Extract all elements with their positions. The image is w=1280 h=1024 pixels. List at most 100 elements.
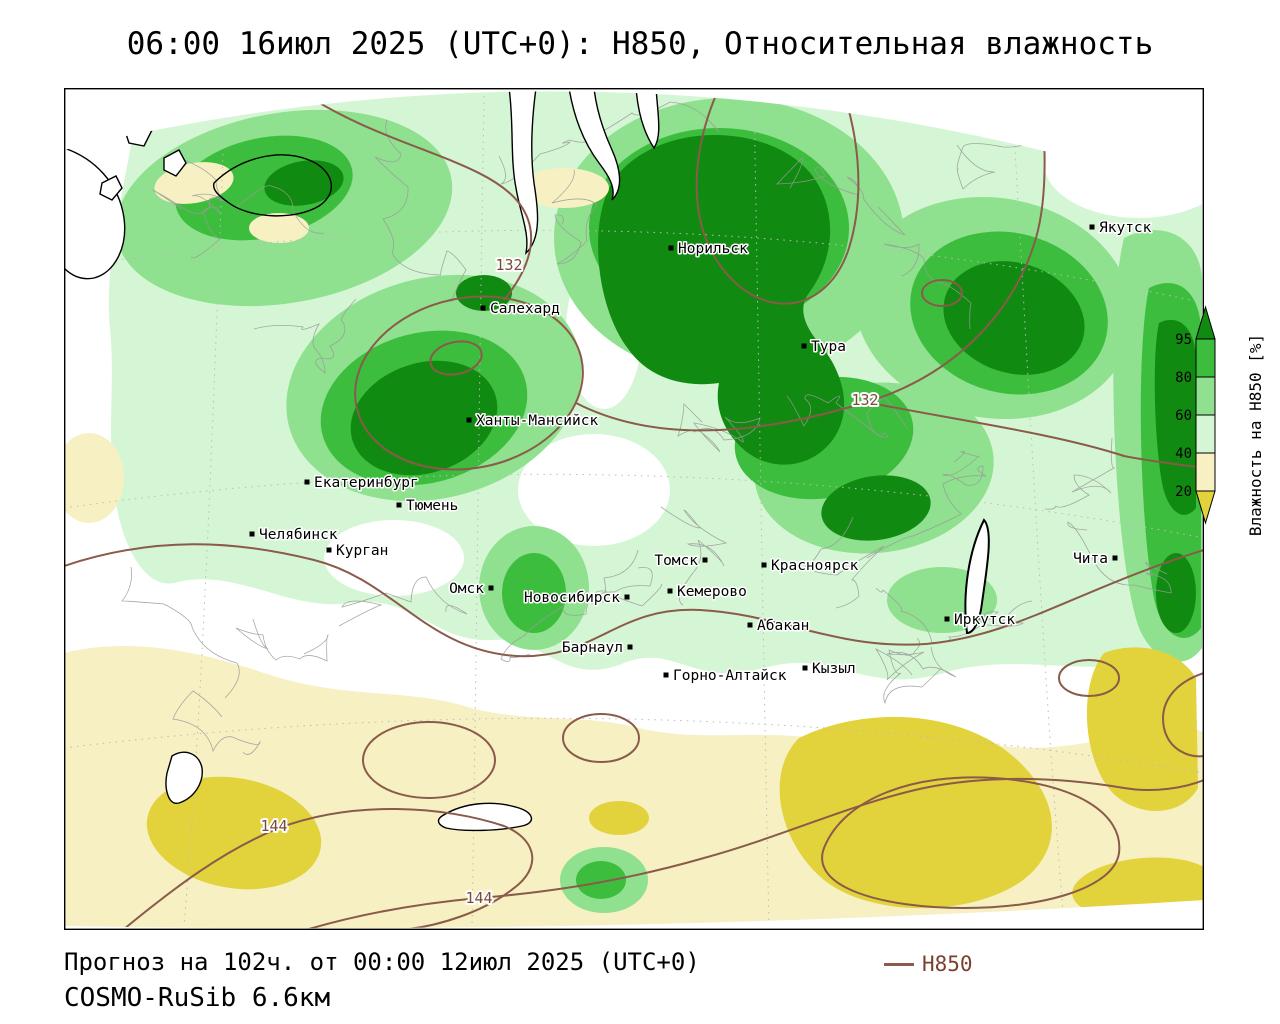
colorbar-segment bbox=[1195, 452, 1216, 492]
region-border bbox=[500, 583, 662, 662]
city-label: Новосибирск bbox=[524, 590, 620, 606]
city-label: Челябинск bbox=[259, 527, 338, 543]
colorbar-cap-bottom bbox=[1195, 490, 1216, 525]
city-dot bbox=[488, 585, 494, 591]
colorbar-segment bbox=[1195, 414, 1216, 454]
region-border bbox=[121, 566, 240, 699]
city-marker: Салехард bbox=[480, 300, 561, 319]
island-3 bbox=[99, 175, 123, 201]
city-marker: Якутск bbox=[1089, 219, 1153, 238]
legend-label: H850 bbox=[922, 952, 973, 976]
city-layer: Норильск Якутск Салехард Тура Ханты-Мансийск… bbox=[249, 219, 1153, 686]
lake-baikal bbox=[964, 518, 990, 635]
graticule bbox=[64, 92, 1204, 929]
city-label: Кемерово bbox=[677, 584, 747, 600]
contour-value-label: 132 bbox=[495, 256, 522, 274]
colorbar-tick: 40 bbox=[1175, 446, 1192, 462]
city-label: Салехард bbox=[490, 301, 560, 317]
region-border bbox=[786, 394, 908, 438]
city-marker: Норильск bbox=[668, 240, 750, 259]
city-dot bbox=[944, 616, 950, 622]
yenisei-bay bbox=[635, 91, 660, 150]
contour-value-label: 144 bbox=[465, 889, 492, 907]
city-dot bbox=[702, 557, 708, 563]
lake-balkhash bbox=[437, 802, 533, 832]
city-label: Красноярск bbox=[771, 558, 859, 574]
city-dot bbox=[466, 417, 472, 423]
white-sea bbox=[64, 147, 126, 280]
city-marker: Чита bbox=[1072, 550, 1118, 569]
contour-value-label: 132 bbox=[851, 391, 878, 409]
city-marker: Ханты-Мансийск bbox=[466, 412, 600, 431]
contour-line-sample bbox=[884, 962, 914, 966]
city-dot bbox=[480, 305, 486, 311]
colorbar-tick: 20 bbox=[1175, 484, 1192, 500]
region-border bbox=[883, 243, 972, 330]
taz-bay bbox=[568, 91, 621, 201]
ob-bay bbox=[508, 91, 539, 256]
city-marker: Курган bbox=[326, 542, 390, 561]
region-border bbox=[1051, 91, 1095, 121]
colorbar-cap-top bbox=[1195, 305, 1216, 340]
city-label: Чита bbox=[1073, 551, 1108, 567]
colorbar-segment bbox=[1195, 338, 1216, 378]
city-marker: Новосибирск bbox=[522, 589, 630, 608]
city-label: Екатеринбург bbox=[314, 475, 419, 491]
model-info: COSMO-RuSib 6.6км bbox=[64, 983, 331, 1013]
city-dot bbox=[627, 644, 633, 650]
contour-value-label: 144 bbox=[260, 817, 287, 835]
colorbar-tick: 80 bbox=[1175, 370, 1192, 386]
region-border bbox=[374, 119, 467, 303]
map-title: 06:00 16июл 2025 (UTC+0): H850, Относите… bbox=[126, 26, 1154, 62]
city-dot bbox=[304, 479, 310, 485]
city-label: Якутск bbox=[1099, 220, 1152, 236]
city-marker: Горно-Алтайск bbox=[663, 667, 788, 686]
city-dot bbox=[668, 245, 674, 251]
region-border bbox=[866, 451, 987, 559]
city-label: Томск bbox=[654, 553, 698, 569]
city-marker: Барнаул bbox=[560, 639, 633, 658]
region-border bbox=[677, 403, 761, 453]
city-marker: Кемерово bbox=[667, 583, 748, 602]
region-borders bbox=[121, 91, 1172, 755]
lake-small bbox=[165, 751, 203, 804]
humidity-map: 132 132 144 144 Норильск Якутск Салехард Тура Х… bbox=[64, 88, 1204, 930]
city-label: Барнаул bbox=[562, 640, 623, 656]
region-border bbox=[152, 189, 230, 259]
field-layer bbox=[64, 91, 1204, 929]
city-marker: Иркутск bbox=[944, 611, 1017, 630]
city-dot bbox=[1089, 224, 1095, 230]
city-label: Кызыл bbox=[812, 661, 856, 677]
city-marker: Кызыл bbox=[802, 660, 857, 679]
city-dot bbox=[326, 547, 332, 553]
city-label: Омск bbox=[449, 581, 484, 597]
city-dot bbox=[747, 622, 753, 628]
city-label: Ханты-Мансийск bbox=[476, 413, 598, 429]
colorbar-tick: 95 bbox=[1175, 332, 1192, 348]
contour-label-layer: 132 132 144 144 bbox=[258, 254, 880, 909]
city-label: Абакан bbox=[757, 618, 809, 634]
map-svg: 132 132 144 144 Норильск Якутск Салехард Тура Х… bbox=[64, 88, 1204, 930]
region-border bbox=[874, 646, 957, 681]
city-label: Иркутск bbox=[954, 612, 1015, 628]
city-dot bbox=[667, 588, 673, 594]
city-dot bbox=[802, 665, 808, 671]
city-dot bbox=[801, 343, 807, 349]
city-marker: Абакан bbox=[747, 617, 811, 636]
footer: Прогноз на 102ч. от 00:00 12июл 2025 (UT… bbox=[64, 944, 700, 1016]
kanin-peninsula bbox=[212, 154, 332, 217]
region-border bbox=[660, 506, 728, 606]
colorbar-tick: 60 bbox=[1175, 408, 1192, 424]
city-dot bbox=[1112, 555, 1118, 561]
city-label: Тюмень bbox=[406, 498, 458, 514]
island-2 bbox=[163, 149, 187, 177]
region-border bbox=[253, 298, 357, 374]
city-marker: Томск bbox=[653, 552, 708, 571]
city-marker: Челябинск bbox=[249, 526, 339, 545]
city-label: Тура bbox=[811, 339, 846, 355]
region-border bbox=[802, 516, 885, 609]
city-dot bbox=[624, 594, 630, 600]
city-dot bbox=[396, 502, 402, 508]
city-dot bbox=[663, 672, 669, 678]
region-border bbox=[591, 549, 653, 605]
